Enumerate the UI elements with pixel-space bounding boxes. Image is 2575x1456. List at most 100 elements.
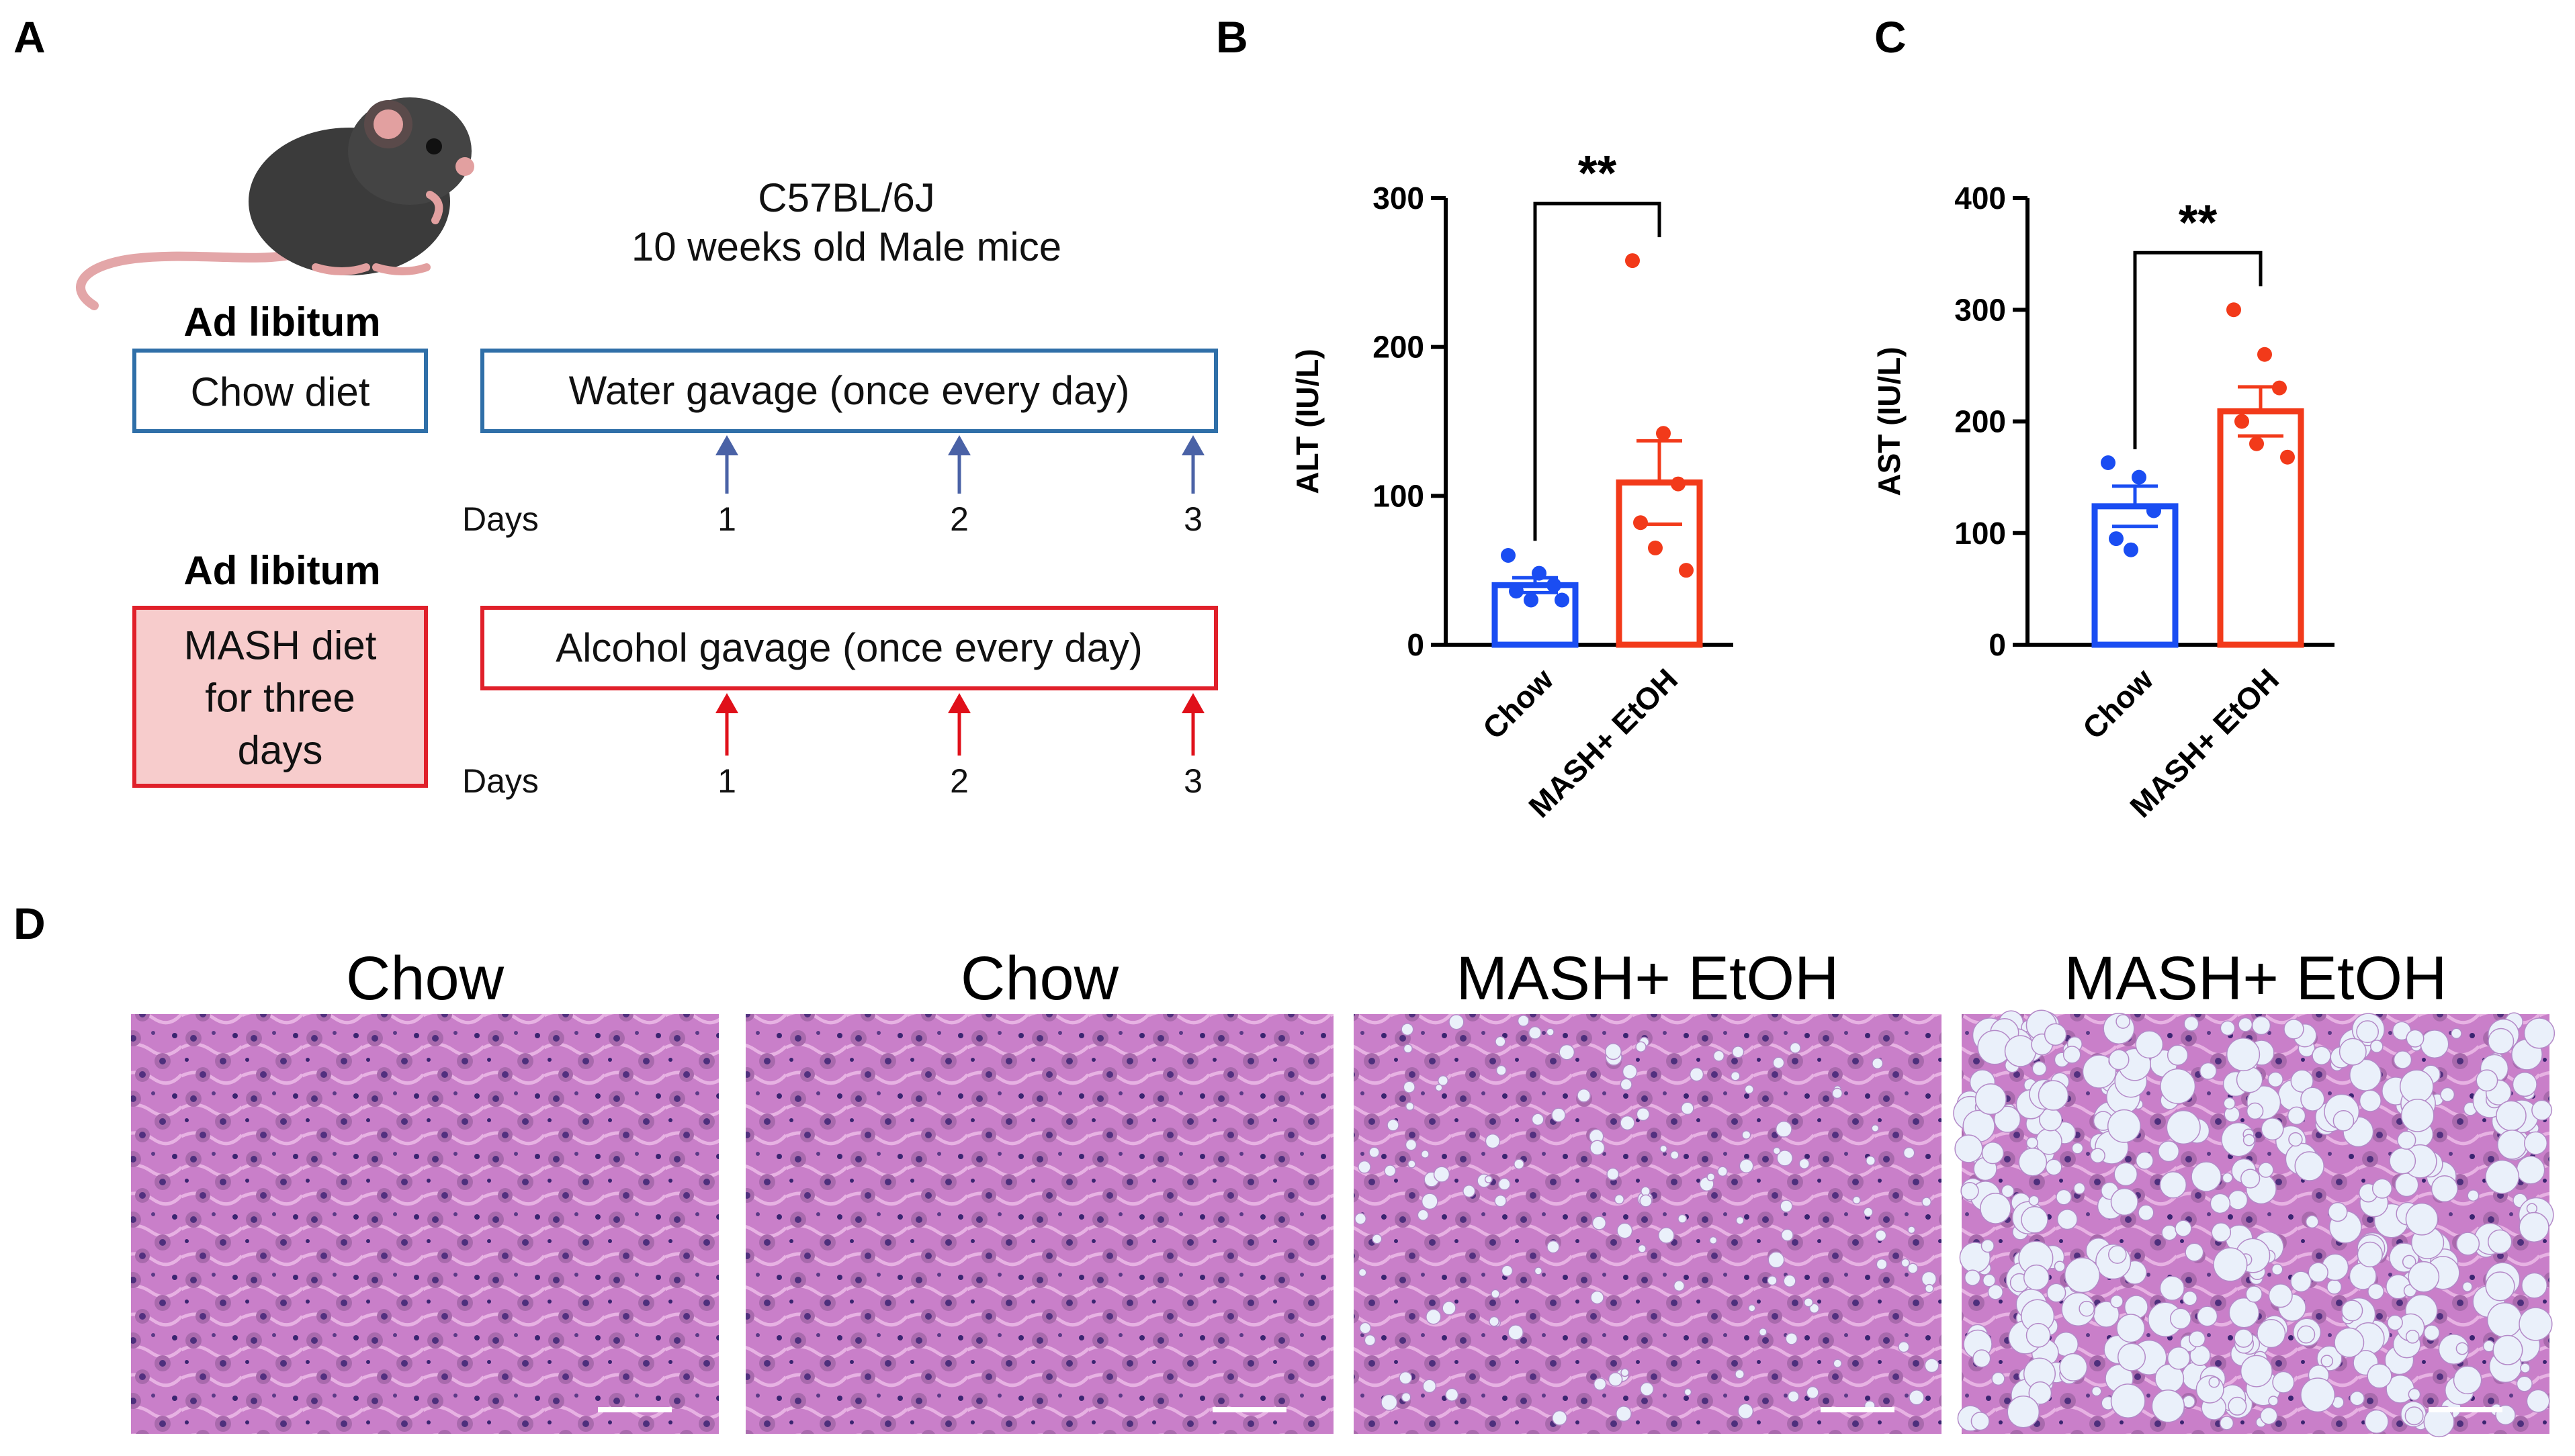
lipid-droplet bbox=[2226, 1037, 2261, 1072]
lipid-droplet bbox=[2246, 1102, 2264, 1120]
lipid-droplet bbox=[1640, 1381, 1655, 1396]
lipid-droplet bbox=[1717, 1166, 1728, 1177]
lipid-droplet bbox=[1372, 1234, 1383, 1244]
lipid-droplet bbox=[2018, 1147, 2048, 1177]
data-point bbox=[2132, 469, 2146, 485]
lipid-droplet bbox=[1657, 1227, 1675, 1244]
lipid-droplet bbox=[2526, 1389, 2550, 1413]
lipid-droplet bbox=[1972, 1349, 1991, 1368]
lipid-droplet bbox=[1358, 1268, 1367, 1277]
lipid-droplet bbox=[2523, 1017, 2556, 1049]
day-number: 1 bbox=[717, 500, 736, 538]
lipid-droplet bbox=[2025, 1322, 2051, 1348]
lipid-droplet bbox=[1909, 1389, 1925, 1406]
lipid-droplet bbox=[2290, 1069, 2314, 1093]
lipid-droplet bbox=[2389, 1147, 2416, 1175]
lipid-droplet bbox=[1401, 1023, 1414, 1036]
lipid-droplet bbox=[2287, 1106, 2306, 1126]
lipid-droplet bbox=[1616, 1222, 1633, 1239]
lipid-droplet bbox=[2431, 1175, 2458, 1203]
lipid-droplet bbox=[2213, 1247, 2248, 1282]
lipid-droplet bbox=[2091, 1385, 2102, 1397]
lipid-droplet bbox=[1783, 1274, 1796, 1288]
lipid-droplet bbox=[2290, 1271, 2312, 1293]
lipid-droplet bbox=[1359, 1322, 1372, 1334]
lipid-droplet bbox=[2260, 1407, 2278, 1425]
lipid-droplet bbox=[2420, 1030, 2449, 1059]
lipid-droplet bbox=[1589, 1140, 1606, 1156]
lipid-droplet bbox=[1806, 1385, 1819, 1400]
lipid-droplet bbox=[2166, 1109, 2201, 1145]
lipid-droplet bbox=[1907, 1263, 1919, 1274]
lipid-droplet bbox=[2169, 1308, 2191, 1330]
panel-letter-a: A bbox=[13, 12, 46, 62]
lipid-droplet bbox=[2455, 1232, 2480, 1256]
mouse-illustration bbox=[76, 97, 474, 310]
lipid-droplet bbox=[2059, 1353, 2088, 1381]
lipid-droplet bbox=[2021, 1205, 2048, 1234]
panel-letter-d: D bbox=[13, 899, 46, 948]
lipid-droplet bbox=[2531, 1099, 2553, 1121]
lipid-droplet bbox=[1636, 1107, 1650, 1122]
lipid-droplet bbox=[2288, 1132, 2303, 1147]
lipid-droplet bbox=[2211, 1222, 2232, 1242]
data-point bbox=[1524, 592, 1538, 608]
data-point bbox=[1532, 565, 1546, 581]
lipid-droplet bbox=[1422, 1379, 1437, 1394]
lipid-droplet bbox=[1641, 1186, 1651, 1197]
lipid-droplet bbox=[1907, 1226, 1916, 1234]
lipid-droplet bbox=[1737, 1403, 1754, 1420]
lipid-droplet bbox=[1437, 1075, 1449, 1087]
lipid-droplet bbox=[1604, 1043, 1622, 1060]
lipid-droplet bbox=[1368, 1146, 1380, 1158]
lipid-droplet bbox=[1964, 1269, 1981, 1286]
lipid-droplet bbox=[2007, 1395, 2040, 1428]
lipid-droplet bbox=[1970, 1412, 1990, 1431]
lipid-droplet bbox=[2151, 1389, 2185, 1423]
y-tick-label: 100 bbox=[1372, 478, 1424, 513]
lipid-droplet bbox=[1787, 1390, 1800, 1403]
lipid-droplet bbox=[1403, 1081, 1415, 1093]
lipid-droplet bbox=[1407, 1160, 1416, 1169]
significance-bracket bbox=[1533, 201, 1661, 541]
lipid-droplet bbox=[2079, 1300, 2095, 1317]
lipid-droplet bbox=[2404, 1406, 2424, 1426]
lipid-droplet bbox=[2161, 1224, 2178, 1241]
lipid-droplet bbox=[1354, 1212, 1367, 1225]
lipid-droplet bbox=[2300, 1377, 2336, 1413]
lipid-droplet bbox=[2116, 1314, 2146, 1343]
lipid-droplet bbox=[1735, 1369, 1745, 1379]
histology-panel: Chow Chow MASH+ EtOH MASH+ EtOH bbox=[131, 944, 2556, 1438]
data-point bbox=[1656, 426, 1671, 441]
lipid-droplet bbox=[1689, 1067, 1704, 1082]
lipid-droplet bbox=[2191, 1161, 2222, 1192]
lipid-droplet bbox=[1517, 1015, 1530, 1027]
lipid-droplet bbox=[1421, 1193, 1438, 1210]
day-number: 3 bbox=[1184, 500, 1203, 538]
lipid-droplet bbox=[1798, 1158, 1810, 1169]
lipid-droplet bbox=[1730, 1071, 1741, 1081]
lipid-droplet bbox=[1747, 1304, 1756, 1312]
y-tick-label: 0 bbox=[1989, 627, 2006, 662]
lipid-droplet bbox=[1833, 1359, 1843, 1368]
lipid-droplet bbox=[2110, 1187, 2138, 1216]
day-arrow-head bbox=[715, 435, 738, 455]
data-point bbox=[1555, 592, 1569, 608]
lipid-droplet bbox=[2308, 1262, 2328, 1283]
lipid-droplet bbox=[2138, 1204, 2154, 1221]
lipid-droplet bbox=[2405, 1202, 2439, 1236]
day-number: 2 bbox=[950, 762, 969, 800]
diet-label-line: MASH diet bbox=[184, 623, 377, 668]
lipid-droplet bbox=[2397, 1130, 2416, 1150]
lipid-droplet bbox=[1852, 1195, 1861, 1205]
data-point bbox=[2280, 449, 2295, 465]
lipid-droplet bbox=[1863, 1207, 1874, 1218]
lipid-droplet bbox=[2064, 1257, 2101, 1293]
lipid-droplet bbox=[2485, 1159, 2520, 1194]
lipid-droplet bbox=[1659, 1144, 1668, 1153]
lipid-droplet bbox=[1980, 1239, 1995, 1253]
lipid-droplet bbox=[1495, 1036, 1506, 1048]
lipid-droplet bbox=[2341, 1300, 2363, 1322]
lipid-droplet bbox=[1980, 1193, 2011, 1224]
lipid-droplet bbox=[2258, 1162, 2274, 1178]
